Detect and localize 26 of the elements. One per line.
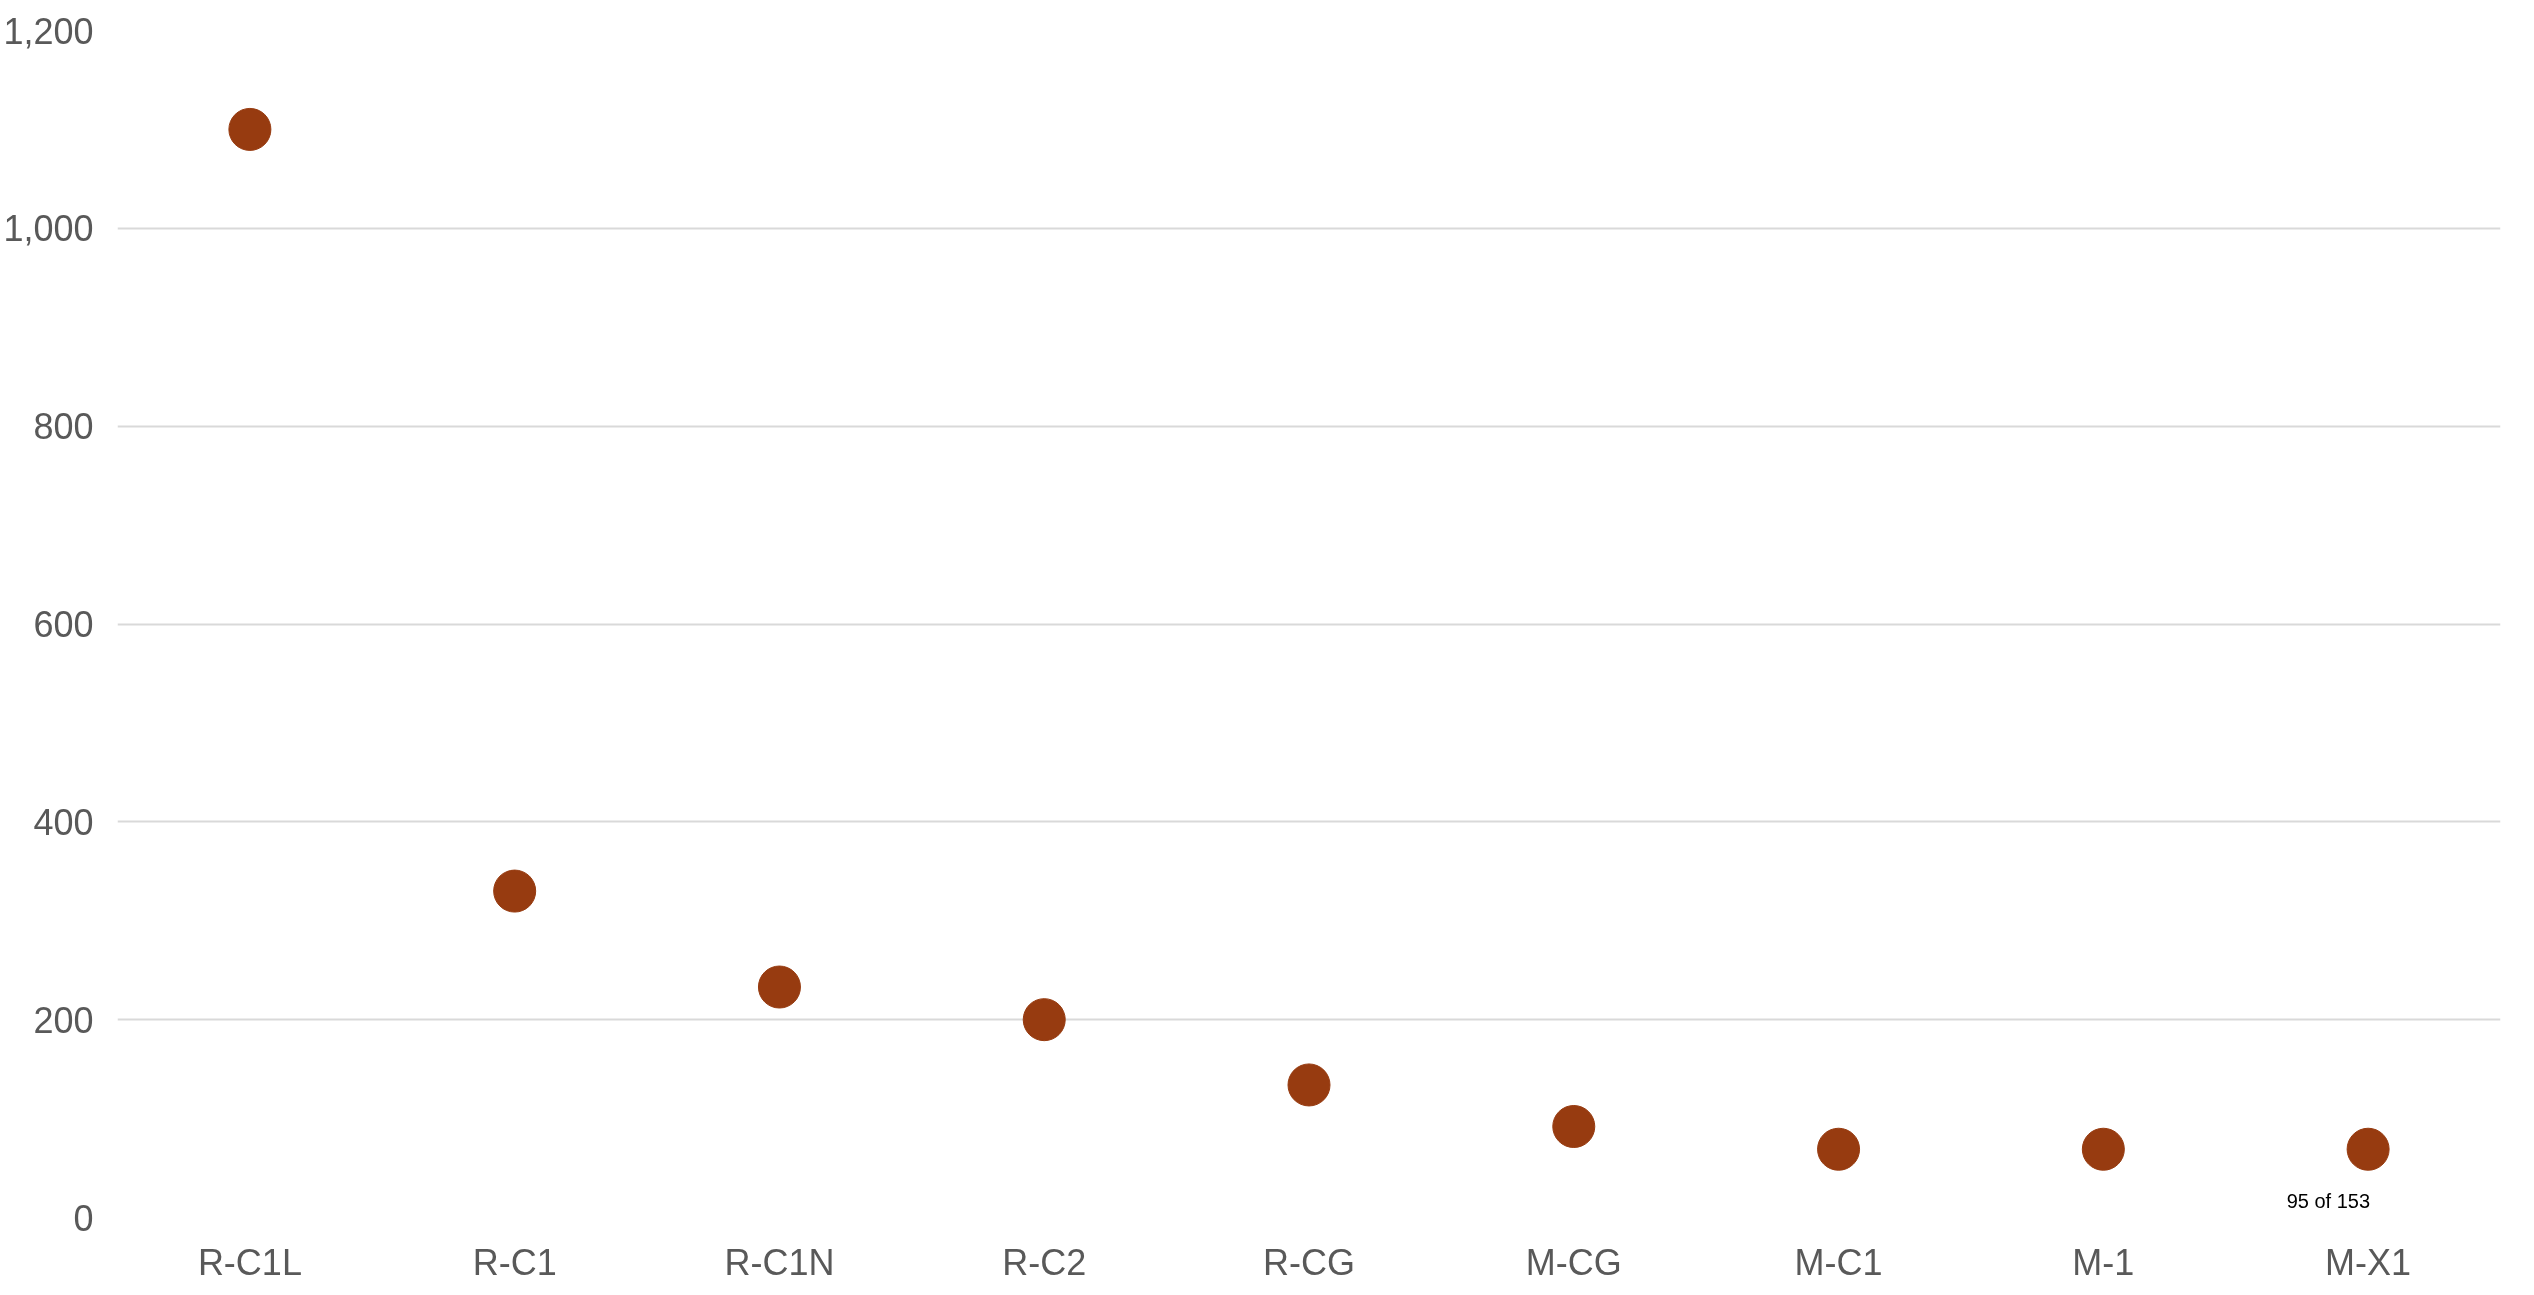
point [1287,1063,1331,1107]
x-tick-label: M-1 [2072,1241,2135,1283]
y-tick-label: 1,200 [3,10,94,52]
y-tick-label: 200 [33,999,94,1041]
y-tick-label: 1,000 [3,208,94,250]
x-tick-label: M-CG [1525,1241,1622,1283]
point [228,107,272,151]
x-tick-label: R-C1L [197,1241,302,1283]
x-tick-label: R-C1 [472,1241,557,1283]
x-tick-label: M-C1 [1794,1241,1883,1283]
point [757,965,801,1009]
point [2081,1127,2125,1171]
y-tick-label: 400 [33,801,94,843]
annotation: 95 of 153 [2286,1189,2371,1212]
point [493,869,537,913]
point [1552,1105,1596,1148]
point [1022,998,1066,1042]
y-tick-label: 600 [33,604,94,645]
point [2346,1127,2390,1171]
y-tick-label: 0 [73,1197,94,1239]
y-tick-label: 800 [33,406,94,448]
point [1817,1127,1861,1171]
x-tick-label: M-X1 [2325,1241,2412,1283]
x-tick-label: R-C1N [724,1241,835,1283]
x-tick-label: R-C2 [1002,1241,1087,1283]
x-tick-label: R-CG [1263,1241,1356,1283]
